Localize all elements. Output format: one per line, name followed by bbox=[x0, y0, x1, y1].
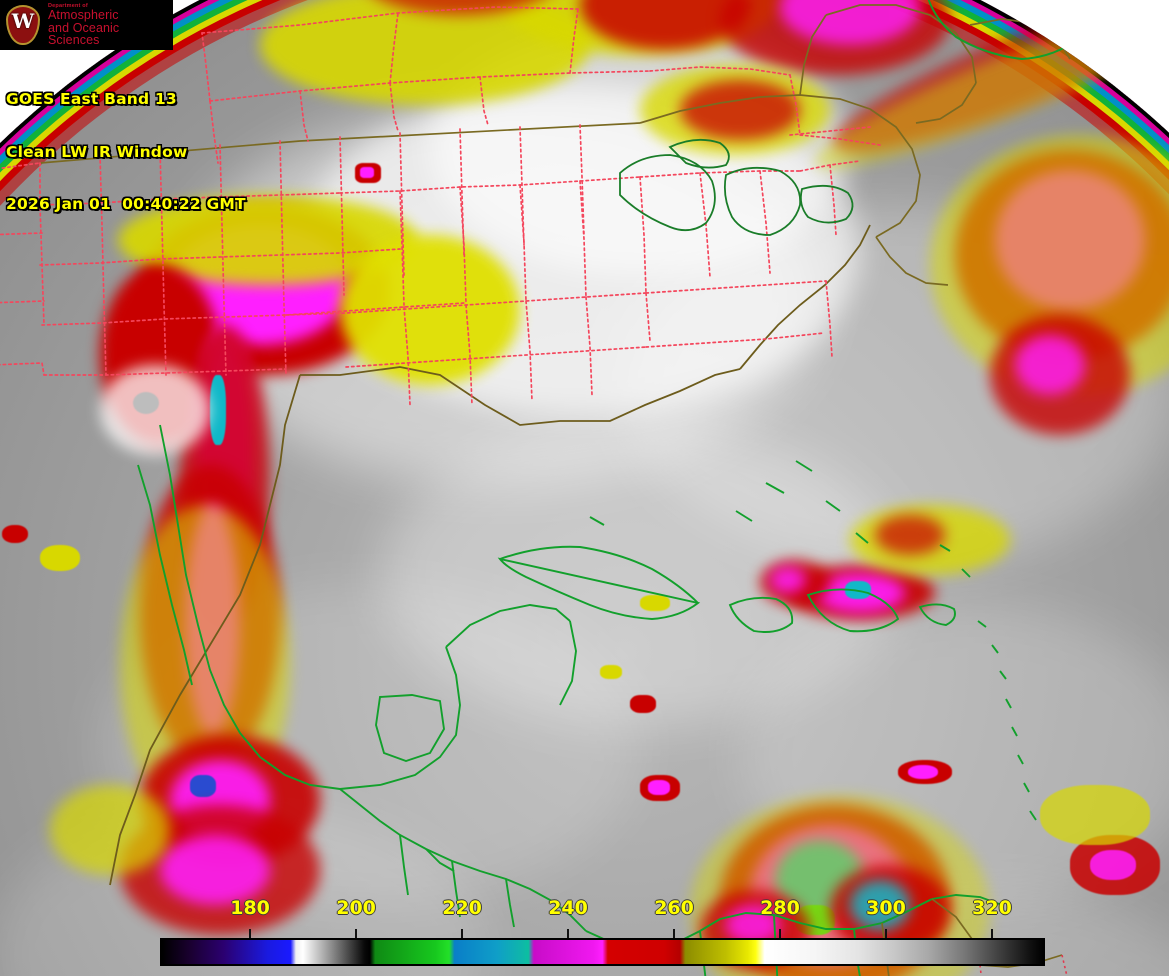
colorbar-tick-label: 180 bbox=[230, 897, 270, 919]
logo-line-1: Atmospheric bbox=[48, 8, 119, 22]
colorbar-gradient bbox=[160, 938, 1045, 966]
cold-cell bbox=[360, 167, 374, 178]
logo-text-block: Department of Atmospheric and Oceanic Sc… bbox=[48, 2, 173, 47]
convection-caribbean bbox=[875, 515, 945, 555]
coastline-canada-greenland bbox=[639, 4, 1071, 286]
coastline-mexico-west bbox=[109, 374, 301, 886]
convection-caribbean bbox=[770, 567, 806, 593]
cold-core-north bbox=[680, 80, 800, 140]
convection-cell bbox=[2, 525, 28, 543]
great-lakes bbox=[619, 138, 854, 236]
crest-letter: W bbox=[11, 9, 35, 33]
coastline-east-us bbox=[739, 224, 871, 370]
storm-atlantic bbox=[1015, 335, 1085, 395]
borders-south-america-dotted bbox=[979, 954, 1068, 976]
uw-aos-logo: W Department of Atmospheric and Oceanic … bbox=[0, 0, 173, 50]
colorbar-tick bbox=[249, 929, 252, 938]
convection-cell bbox=[908, 765, 938, 779]
logo-department-label: Department of bbox=[48, 2, 88, 9]
colorbar-tick bbox=[885, 929, 888, 938]
low-pressure-eye bbox=[133, 392, 159, 414]
logo-line-2: and Oceanic Sciences bbox=[48, 20, 120, 47]
storm-anvil bbox=[340, 235, 520, 385]
storm-coldest-core bbox=[190, 775, 216, 797]
convection-anvil bbox=[1040, 785, 1150, 845]
temperature-colorbar: 180 200 220 240 260 280 300 320 bbox=[160, 899, 1045, 966]
storm-anvil bbox=[50, 785, 170, 875]
caption-timestamp: 2026 Jan 01 00:40:22 GMT bbox=[6, 195, 246, 213]
colorbar-tick-label: 240 bbox=[548, 897, 588, 919]
colorbar-tick-label: 260 bbox=[654, 897, 694, 919]
colorbar-tick-label: 220 bbox=[442, 897, 482, 919]
country-borders-latin-america bbox=[137, 424, 1037, 976]
convection-cell bbox=[1090, 850, 1136, 880]
colorbar-tick bbox=[779, 929, 782, 938]
coastline-greenland bbox=[927, 0, 1088, 60]
convection-cell bbox=[640, 595, 670, 611]
colorbar-tick-label: 200 bbox=[336, 897, 376, 919]
storm-cluster bbox=[160, 835, 270, 905]
canada-province-boundaries bbox=[201, 6, 881, 164]
convection-cell bbox=[600, 665, 622, 679]
caption-satellite-band: GOES East Band 13 bbox=[6, 90, 177, 108]
storm-coldest-core bbox=[210, 375, 226, 445]
colorbar-tick bbox=[355, 929, 358, 938]
uw-crest-icon: W bbox=[3, 3, 43, 47]
coastline-gulf bbox=[300, 366, 741, 426]
colorbar-tick-label: 280 bbox=[760, 897, 800, 919]
convection-cell bbox=[648, 780, 670, 795]
caption-channel-name: Clean LW IR Window bbox=[6, 142, 188, 161]
image-caption: GOES East Band 13 Clean LW IR Window 202… bbox=[6, 56, 246, 249]
convection-cell bbox=[40, 545, 80, 571]
convection-cold-core bbox=[850, 880, 910, 930]
colorbar-tick bbox=[567, 929, 570, 938]
border-canada-us bbox=[39, 122, 641, 164]
colorbar-tick bbox=[461, 929, 464, 938]
us-state-boundaries bbox=[0, 124, 871, 406]
colorbar-tick bbox=[991, 929, 993, 938]
colorbar-tick-label: 300 bbox=[866, 897, 906, 919]
colorbar-tick bbox=[673, 929, 676, 938]
convection-cell bbox=[630, 695, 656, 713]
colorbar-tick-label: 320 bbox=[972, 897, 1012, 919]
